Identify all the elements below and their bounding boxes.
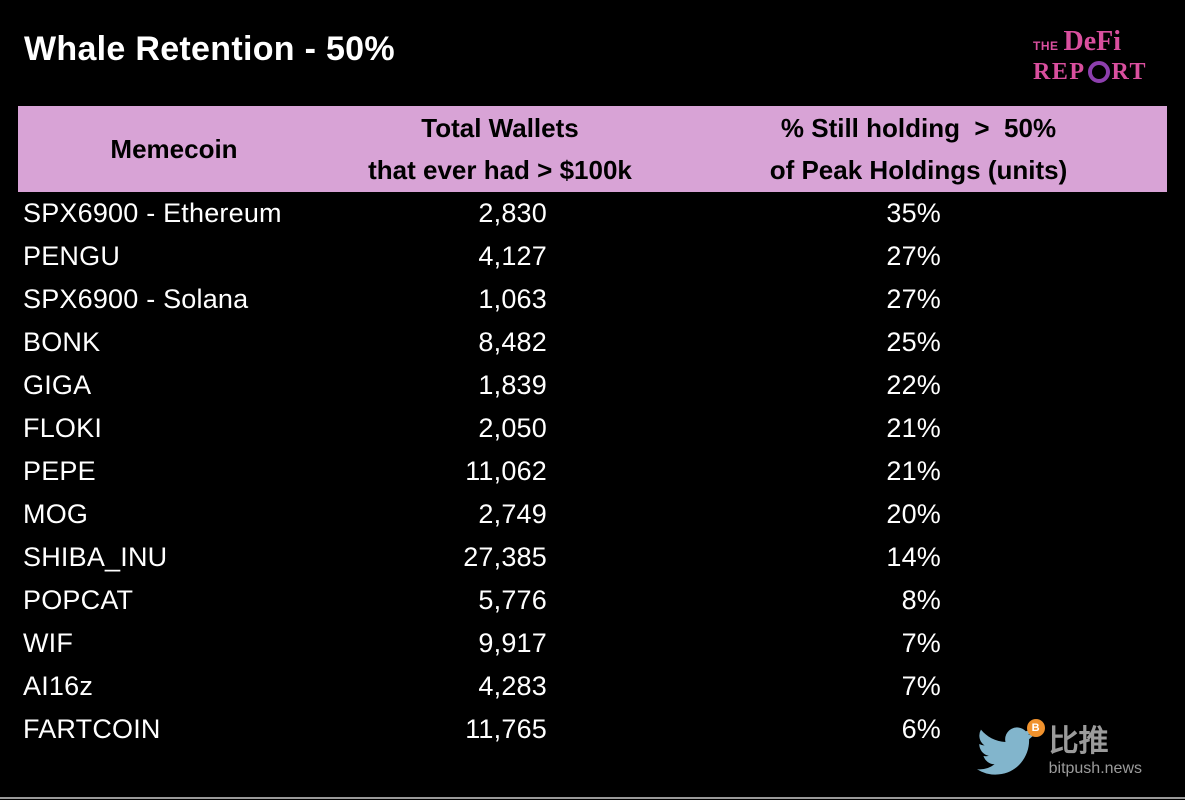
pct-still-holding-cell: 25% — [886, 327, 941, 357]
still-holding-header-line1: % Still holding > 50% — [780, 113, 1057, 143]
logo-defi-text: DeFi — [1063, 26, 1122, 57]
defi-report-logo: THE DeFi REP RT — [1033, 28, 1147, 85]
watermark-text: 比推 bitpush.news — [1049, 725, 1142, 778]
watermark-site: bitpush.news — [1048, 759, 1142, 777]
table-row: BONK 8,482 25% — [18, 321, 1167, 364]
pct-still-holding-cell: 27% — [886, 241, 941, 271]
table-body: SPX6900 - Ethereum 2,830 35% PENGU 4,127 27% S… — [18, 192, 1167, 751]
table-row: PEPE 11,062 21% — [18, 450, 1167, 493]
logo-line-1: THE DeFi — [1033, 28, 1147, 56]
pct-still-holding-cell: 7% — [901, 671, 941, 701]
total-wallets-cell: 8,482 — [478, 327, 547, 357]
total-wallets-cell: 1,839 — [478, 370, 547, 400]
total-wallets-cell: 1,063 — [478, 284, 547, 314]
bottom-divider — [0, 797, 1185, 799]
total-wallets-cell: 9,917 — [478, 628, 547, 658]
total-wallets-cell: 27,385 — [463, 542, 547, 572]
pct-still-holding-cell: 21% — [886, 413, 941, 443]
whale-retention-table: Memecoin Total Wallets that ever had > $… — [18, 106, 1167, 751]
pct-still-holding-cell: 27% — [886, 284, 941, 314]
memecoin-cell: BONK — [23, 327, 101, 357]
logo-report-text: REP RT — [1033, 60, 1147, 84]
total-wallets-header-line1: Total Wallets — [421, 113, 579, 143]
column-header-total-wallets: Total Wallets that ever had > $100k — [330, 107, 670, 191]
column-header-still-holding: % Still holding > 50% of Peak Holdings (… — [670, 107, 1167, 191]
table-row: FARTCOIN 11,765 6% — [18, 708, 1167, 751]
pct-still-holding-cell: 14% — [886, 542, 941, 572]
twitter-bird-icon — [976, 727, 1035, 775]
memecoin-cell: SHIBA_INU — [23, 542, 168, 572]
total-wallets-cell: 11,765 — [465, 714, 547, 744]
top-bar: Whale Retention - 50% THE DeFi REP RT — [0, 0, 1185, 106]
bitcoin-badge-icon: B — [1026, 719, 1045, 737]
bird-icon: B — [971, 719, 1045, 780]
table-row: MOG 2,749 20% — [18, 493, 1167, 536]
pct-still-holding-cell: 22% — [886, 370, 941, 400]
total-wallets-cell: 2,749 — [478, 499, 547, 529]
table-row: SHIBA_INU 27,385 14% — [18, 536, 1167, 579]
memecoin-cell: SPX6900 - Solana — [23, 284, 249, 314]
pct-still-holding-cell: 21% — [886, 456, 941, 486]
memecoin-cell: POPCAT — [23, 585, 134, 615]
column-header-memecoin: Memecoin — [110, 134, 238, 164]
memecoin-cell: PEPE — [23, 456, 96, 486]
page-title: Whale Retention - 50% — [24, 30, 395, 68]
table-header-row: Memecoin Total Wallets that ever had > $… — [18, 106, 1167, 192]
pct-still-holding-cell: 6% — [901, 714, 941, 744]
memecoin-cell: MOG — [23, 499, 89, 529]
logo-o-ring-icon — [1087, 61, 1110, 83]
memecoin-cell: FARTCOIN — [23, 714, 161, 744]
memecoin-cell: SPX6900 - Ethereum — [23, 198, 282, 228]
total-wallets-cell: 4,127 — [478, 241, 547, 271]
table-row: POPCAT 5,776 8% — [18, 579, 1167, 622]
table-row: FLOKI 2,050 21% — [18, 407, 1167, 450]
table-row: SPX6900 - Solana 1,063 27% — [18, 278, 1167, 321]
table-row: WIF 9,917 7% — [18, 622, 1167, 665]
pct-still-holding-cell: 8% — [901, 585, 941, 615]
pct-still-holding-cell: 7% — [901, 628, 941, 658]
logo-report-suffix: RT — [1111, 59, 1147, 85]
pct-still-holding-cell: 20% — [886, 499, 941, 529]
total-wallets-cell: 4,283 — [478, 671, 547, 701]
memecoin-cell: WIF — [23, 628, 74, 658]
table-row: SPX6900 - Ethereum 2,830 35% — [18, 192, 1167, 235]
total-wallets-cell: 11,062 — [465, 456, 547, 486]
total-wallets-cell: 5,776 — [478, 585, 547, 615]
total-wallets-cell: 2,050 — [478, 413, 547, 443]
table-row: GIGA 1,839 22% — [18, 364, 1167, 407]
logo-report-prefix: REP — [1033, 59, 1086, 85]
watermark-brand: 比推 — [1048, 724, 1109, 758]
table-row: AI16z 4,283 7% — [18, 665, 1167, 708]
logo-the-text: THE — [1033, 39, 1059, 53]
bitpush-watermark: B 比推 bitpush.news — [971, 719, 1142, 780]
table-row: PENGU 4,127 27% — [18, 235, 1167, 278]
total-wallets-cell: 2,830 — [478, 198, 547, 228]
pct-still-holding-cell: 35% — [886, 198, 941, 228]
memecoin-cell: GIGA — [23, 370, 92, 400]
memecoin-cell: FLOKI — [23, 413, 103, 443]
total-wallets-header-line2: that ever had > $100k — [368, 155, 632, 185]
still-holding-header-line2: of Peak Holdings (units) — [769, 155, 1068, 185]
memecoin-cell: PENGU — [23, 241, 121, 271]
memecoin-cell: AI16z — [23, 671, 94, 701]
